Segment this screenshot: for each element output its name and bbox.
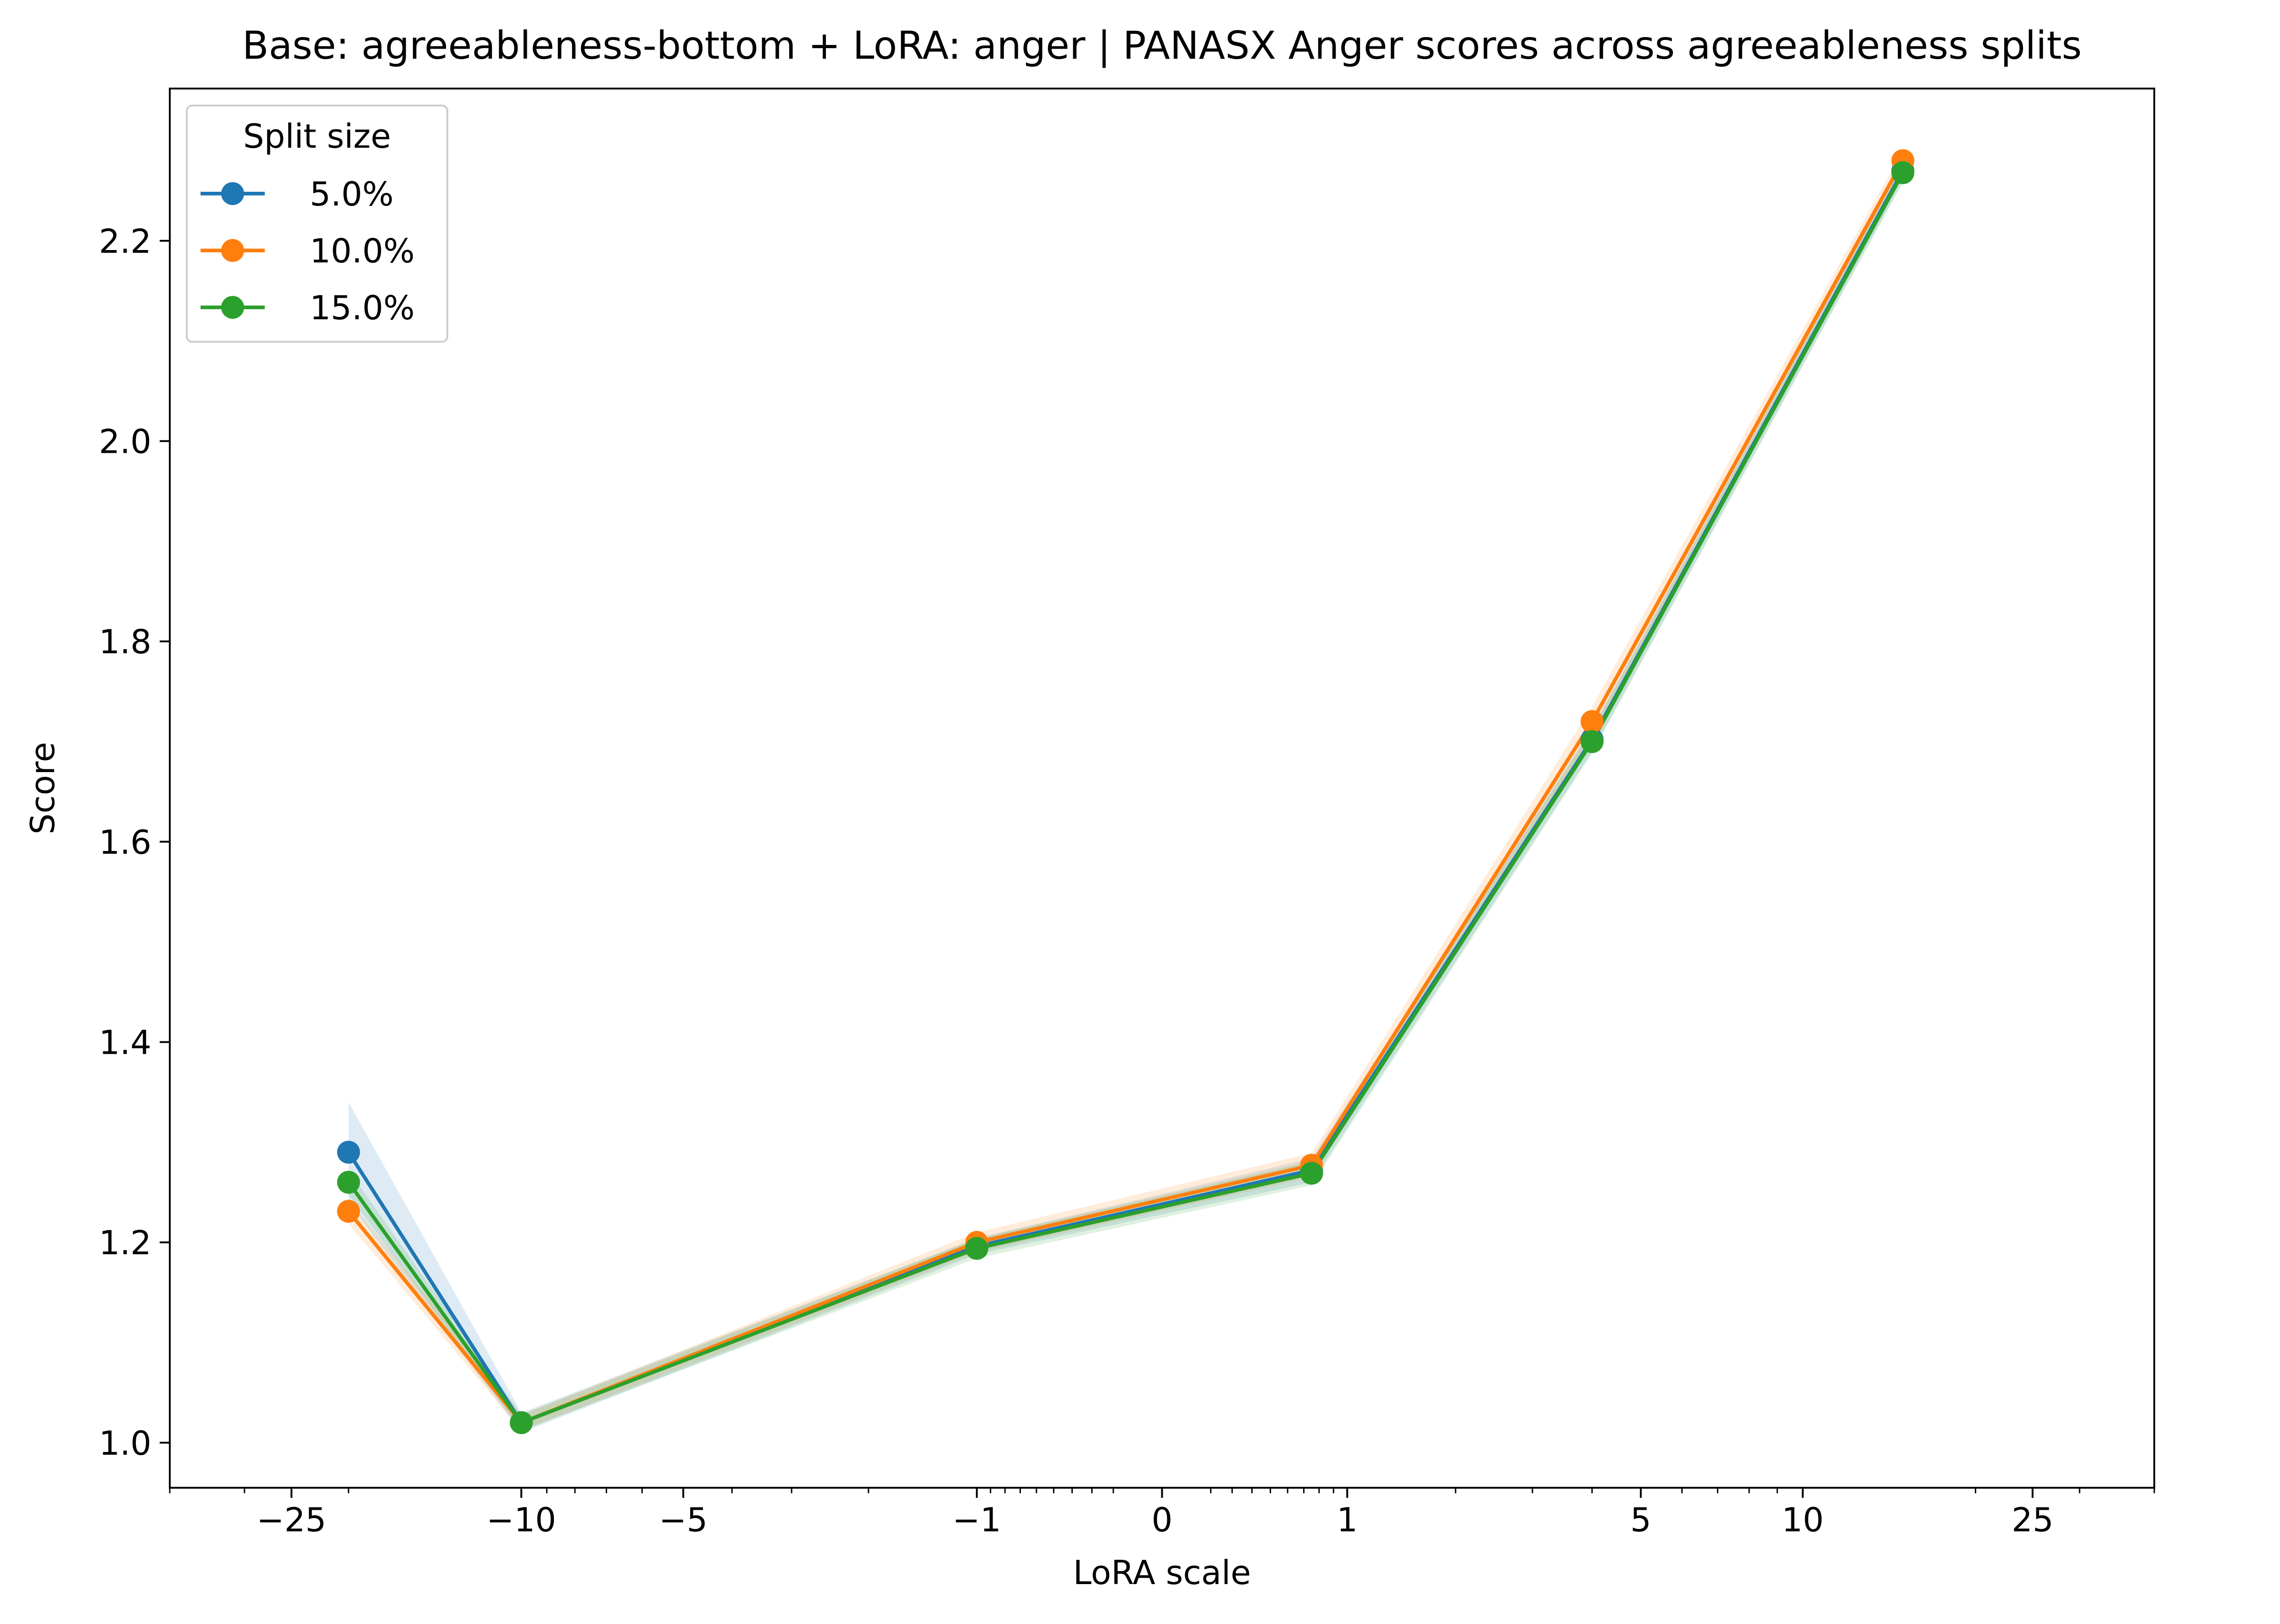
line-series-1	[347, 160, 1905, 1425]
y-axis: 1.0 1.2 1.4 1.6 1.8 2.0 2.2	[99, 222, 170, 1463]
x-tick-label: 10	[1782, 1501, 1824, 1539]
legend-label: 10.0%	[310, 232, 415, 270]
legend-label: 15.0%	[310, 289, 415, 327]
x-axis-label: LoRA scale	[1073, 1553, 1251, 1592]
legend-marker	[221, 182, 244, 205]
legend-box	[186, 105, 448, 343]
y-tick-label: 1.4	[99, 1023, 151, 1062]
y-axis-label: Score	[23, 742, 62, 834]
point-series-2	[337, 1171, 360, 1194]
point-series-1	[337, 1200, 360, 1223]
point-series-2	[1891, 161, 1915, 184]
x-tick-label: 25	[2012, 1501, 2054, 1539]
series-lines	[347, 160, 1905, 1425]
line-series-2	[347, 172, 1905, 1425]
y-tick-label: 2.2	[99, 222, 151, 261]
y-tick-label: 1.0	[99, 1424, 151, 1463]
x-tick-label: −1	[953, 1501, 1001, 1539]
y-tick-label: 1.2	[99, 1224, 151, 1262]
y-tick-label: 1.8	[99, 623, 151, 661]
legend-label: 5.0%	[310, 175, 394, 213]
point-series-0	[337, 1140, 360, 1164]
point-series-2	[1580, 730, 1604, 753]
series-markers	[337, 149, 1915, 1435]
x-axis: −25 −10 −5 −1 0 1 5 10 25	[169, 1488, 2155, 1539]
legend-marker	[221, 296, 244, 319]
y-tick-label: 1.6	[99, 823, 151, 862]
x-tick-label: 0	[1152, 1501, 1173, 1539]
x-tick-label: 5	[1630, 1501, 1651, 1539]
x-tick-label: −5	[659, 1501, 708, 1539]
legend-title: Split size	[243, 117, 391, 156]
point-series-2	[510, 1411, 533, 1435]
point-series-1	[1580, 710, 1604, 733]
y-tick-label: 2.0	[99, 423, 151, 461]
point-series-2	[965, 1237, 988, 1260]
x-tick-label: 1	[1337, 1501, 1358, 1539]
legend-entries: 5.0% 10.0% 15.0%	[201, 175, 415, 327]
legend: Split size 5.0% 10.0% 15.0%	[186, 105, 448, 343]
x-tick-label: −25	[256, 1501, 326, 1539]
x-tick-label: −10	[486, 1501, 556, 1539]
legend-marker	[221, 239, 244, 262]
point-series-2	[1300, 1162, 1323, 1185]
chart-title: Base: agreeableness-bottom + LoRA: anger…	[242, 23, 2082, 68]
